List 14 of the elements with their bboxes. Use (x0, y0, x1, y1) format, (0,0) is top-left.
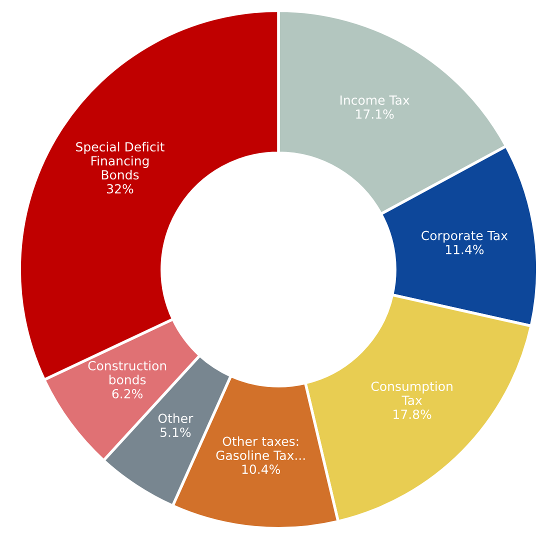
slice-label: Consumption Tax (371, 381, 452, 406)
data-label: 11.4% (446, 244, 484, 254)
slice-label: Special Deficit Financing Bonds (76, 142, 164, 180)
data-label: 17.8% (394, 410, 432, 420)
data-label: 17.1% (356, 109, 394, 119)
slice-label: Income Tax (340, 96, 410, 105)
slice-label: Other (158, 413, 194, 424)
data-label: 32% (107, 184, 134, 194)
slice-label: Other taxes: Gasoline Tax... (216, 436, 305, 460)
data-label: 10.4% (242, 464, 280, 474)
data-label: 6.2% (112, 388, 143, 398)
slice-label: Construction bonds (88, 360, 166, 384)
data-label: 5.1% (160, 428, 191, 438)
slice-label: Corporate Tax (422, 230, 508, 243)
